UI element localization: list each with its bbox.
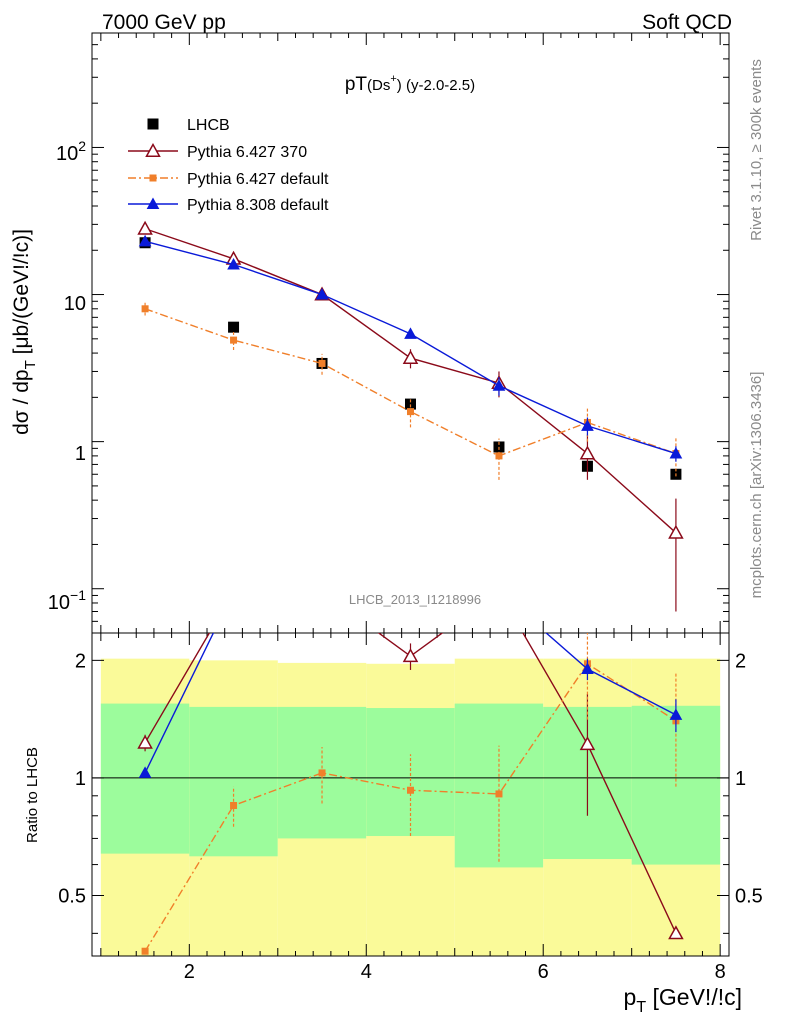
ratio-point-pythia-6-427-default-3 (407, 786, 414, 794)
xtick-label-2: 2 (184, 961, 195, 983)
legend: LHCB Pythia 6.427 370 Pythia 6.427 default… (128, 117, 329, 214)
axis-ticks (92, 32, 729, 956)
point-pythia-8-308-default-6 (669, 446, 683, 459)
ratio-tick-left-0.5: 0.5 (58, 886, 86, 908)
legend-marker-lhcb (147, 118, 159, 130)
ratio-tick-right-1: 1 (735, 768, 746, 790)
ratio-point-pythia-8-308-default-5 (581, 662, 594, 675)
point-pythia-8-308-default-2 (315, 288, 329, 300)
ratio-series-layer (137, 633, 684, 955)
point-lhcb-3 (405, 398, 416, 410)
header-right: Soft QCD (642, 11, 732, 34)
point-lhcb-1 (228, 321, 240, 333)
legend-label-pythia-8-308-default: Pythia 8.308 default (187, 197, 329, 214)
side-label-mcplots: mcplots.cern.ch [arXiv:1306.3436] (748, 372, 765, 599)
point-pythia-6-427-default-3 (407, 408, 414, 416)
point-pythia-8-308-default-3 (404, 327, 417, 339)
point-pythia-8-308-default-0 (138, 234, 152, 247)
band-inner-0 (100, 703, 190, 854)
xtick-label-4: 4 (361, 961, 372, 983)
line-pythia-6-427-370 (144, 228, 677, 534)
x-tick-labels: 2 4 6 8 (184, 961, 726, 983)
legend-marker-pythia-6-427-default (149, 174, 157, 182)
side-label-rivet: Rivet 3.1.10, ≥ 300k events (748, 59, 765, 241)
point-pythia-6-427-default-2 (318, 359, 326, 367)
point-pythia-8-308-default-5 (581, 419, 594, 431)
ytick-label-100: 102 (56, 138, 86, 165)
legend-label-pythia-6-427-370: Pythia 6.427 370 (187, 144, 307, 161)
title-tail: ) (y-2.0-2.5) (397, 77, 475, 94)
band-inner-1 (189, 706, 278, 857)
ratio-point-pythia-6-427-default-4 (495, 790, 503, 798)
main-series-layer (137, 220, 684, 612)
xtick-label-6: 6 (538, 961, 549, 983)
title-main: pT (345, 74, 368, 95)
ratio-tick-labels: 0.5 0.5 1 1 2 2 (58, 650, 763, 907)
x-axis-label: pT [GeV!/!c] (624, 984, 742, 1016)
ratio-point-pythia-8-308-default-6 (669, 708, 683, 720)
ratio-tick-left-2: 2 (75, 650, 86, 672)
point-pythia-6-427-370-0 (137, 220, 153, 235)
legend-marker-pythia-6-427-370 (145, 142, 161, 157)
ratio-point-pythia-6-427-370-3 (402, 648, 419, 663)
ytick-label-0.1: 10−1 (48, 587, 86, 614)
point-pythia-6-427-default-0 (141, 305, 149, 313)
title-sup: + (390, 73, 396, 85)
ratio-point-pythia-6-427-default-1 (230, 801, 238, 809)
ytick-label-1: 1 (75, 443, 86, 465)
point-pythia-6-427-370-3 (402, 350, 419, 365)
ratio-point-pythia-6-427-default-2 (318, 769, 326, 777)
legend-label-pythia-6-427-default: Pythia 6.427 default (187, 171, 329, 188)
point-pythia-8-308-default-1 (227, 257, 240, 270)
band-inner-3 (366, 708, 455, 837)
ratio-plot-frame (91, 632, 730, 957)
legend-label-lhcb: LHCB (187, 117, 230, 134)
ratio-point-pythia-6-427-370-6 (668, 925, 684, 940)
ratio-point-pythia-6-427-370-5 (579, 736, 596, 751)
title-sub: (Ds (367, 77, 390, 94)
ratio-tick-right-2: 2 (735, 650, 746, 672)
header-left: 7000 GeV pp (102, 11, 226, 34)
ratio-point-pythia-6-427-default-0 (141, 947, 149, 955)
ratio-y-axis-label: Ratio to LHCB (24, 747, 41, 843)
point-pythia-6-427-370-5 (579, 445, 596, 460)
y-axis-label: dσ / dpT [μb/(GeV!/!c)] (10, 229, 39, 435)
ratio-point-pythia-6-427-370-0 (137, 734, 153, 749)
ratio-point-pythia-8-308-default-0 (138, 766, 152, 778)
point-pythia-8-308-default-4 (492, 379, 506, 391)
point-pythia-6-427-default-1 (230, 336, 238, 344)
ratio-tick-right-0.5: 0.5 (735, 886, 763, 908)
plot-title: pT(Ds+) (y-2.0-2.5) (345, 73, 475, 95)
ratio-tick-left-1: 1 (75, 768, 86, 790)
analysis-watermark: LHCB_2013_I1218996 (349, 592, 481, 607)
point-pythia-6-427-370-6 (668, 524, 684, 539)
xtick-label-8: 8 (715, 961, 726, 983)
point-pythia-6-427-default-4 (495, 452, 503, 460)
legend-marker-pythia-8-308-default (146, 197, 160, 209)
ytick-label-10: 10 (64, 293, 86, 315)
